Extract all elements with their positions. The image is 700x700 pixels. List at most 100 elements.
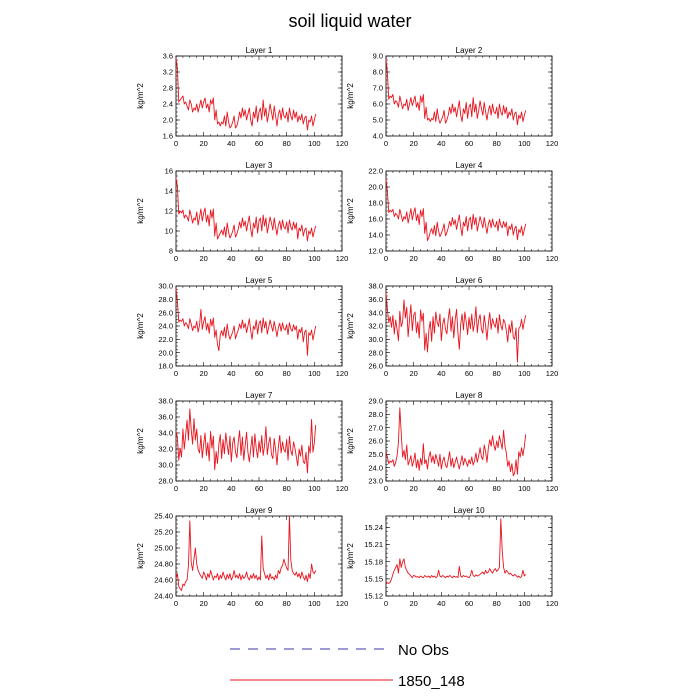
- x-tick-label: 0: [174, 599, 178, 608]
- legend: No Obs 1850_148: [230, 642, 465, 690]
- x-tick-label: 0: [174, 369, 178, 378]
- x-tick-label: 100: [518, 254, 531, 263]
- y-tick-label: 15.12: [364, 592, 383, 601]
- x-tick-label: 120: [546, 599, 559, 608]
- x-tick-label: 40: [437, 599, 445, 608]
- legend-label-1850-148: 1850_148: [398, 673, 465, 690]
- y-tick-label: 36.0: [158, 413, 173, 422]
- y-tick-label: 1.6: [163, 132, 173, 141]
- y-tick-label: 3.2: [163, 68, 173, 77]
- x-tick-label: 20: [409, 254, 417, 263]
- panel-layer-10: Layer 10 kg/m^2 0 20 40 60 80 100 120 15.12 15.15 1…: [346, 506, 558, 608]
- y-tick-label: 22.0: [368, 167, 383, 176]
- y-tick-label: 3.6: [163, 52, 173, 61]
- y-tick-label: 25.0: [368, 450, 383, 459]
- y-axis-label: kg/m^2: [136, 198, 145, 224]
- x-tick-label: 120: [336, 484, 349, 493]
- x-tick-label: 100: [308, 484, 321, 493]
- x-tick-label: 120: [336, 369, 349, 378]
- y-tick-label: 38.0: [158, 397, 173, 406]
- series-line-1850-148: [385, 407, 527, 477]
- y-tick-label: 18.0: [368, 199, 383, 208]
- plot-frame: [385, 55, 553, 137]
- y-tick-label: 15.15: [364, 574, 383, 583]
- x-tick-label: 0: [384, 254, 388, 263]
- y-tick-label: 29.0: [368, 397, 383, 406]
- x-tick-label: 100: [518, 484, 531, 493]
- plot-frame: [175, 55, 343, 137]
- y-tick-label: 5.0: [373, 116, 383, 125]
- x-tick-label: 120: [336, 254, 349, 263]
- panel-title: Layer 7: [246, 391, 273, 400]
- panel-layer-7: Layer 7 kg/m^2 0 20 40 60 80 100 120 28.0 30.0 32.0…: [136, 391, 348, 493]
- x-tick-label: 40: [227, 484, 235, 493]
- x-tick-label: 40: [437, 369, 445, 378]
- y-tick-label: 18.0: [158, 362, 173, 371]
- y-tick-label: 24.80: [154, 560, 173, 569]
- y-axis-label: kg/m^2: [346, 428, 355, 454]
- panel-layer-1: Layer 1 kg/m^2 0 20 40 60 80 100 120 1.6 2.0 2.4 2.8…: [136, 46, 348, 148]
- y-tick-label: 26.0: [368, 362, 383, 371]
- x-tick-label: 0: [174, 254, 178, 263]
- y-tick-label: 38.0: [368, 282, 383, 291]
- y-tick-label: 14.0: [368, 231, 383, 240]
- y-tick-label: 15.18: [364, 557, 383, 566]
- y-tick-label: 16: [165, 167, 173, 176]
- x-tick-label: 60: [255, 139, 263, 148]
- y-tick-label: 34.0: [368, 308, 383, 317]
- y-axis-label: kg/m^2: [346, 83, 355, 109]
- y-tick-label: 14: [165, 187, 173, 196]
- x-tick-label: 60: [255, 369, 263, 378]
- y-tick-label: 25.40: [154, 512, 173, 521]
- x-tick-label: 80: [282, 369, 290, 378]
- x-tick-label: 20: [199, 599, 207, 608]
- x-tick-label: 20: [409, 599, 417, 608]
- x-tick-label: 120: [546, 139, 559, 148]
- y-tick-label: 24.0: [368, 463, 383, 472]
- x-tick-label: 100: [518, 599, 531, 608]
- y-tick-label: 25.20: [154, 528, 173, 537]
- figure-title: soil liquid water: [288, 11, 411, 31]
- y-tick-label: 24.60: [154, 576, 173, 585]
- y-axis-label: kg/m^2: [346, 313, 355, 339]
- series-line-1850-148: [385, 178, 527, 242]
- y-tick-label: 25.00: [154, 544, 173, 553]
- series-line-1850-148: [385, 59, 527, 126]
- panel-title: Layer 6: [456, 276, 483, 285]
- x-tick-label: 60: [465, 139, 473, 148]
- y-tick-label: 23.0: [368, 477, 383, 486]
- y-tick-label: 22.0: [158, 335, 173, 344]
- y-tick-label: 7.0: [373, 84, 383, 93]
- x-tick-label: 80: [282, 484, 290, 493]
- y-tick-label: 30.0: [368, 335, 383, 344]
- x-tick-label: 40: [227, 139, 235, 148]
- y-axis-label: kg/m^2: [346, 543, 355, 569]
- y-tick-label: 28.0: [368, 410, 383, 419]
- x-tick-label: 20: [199, 139, 207, 148]
- x-tick-label: 80: [282, 599, 290, 608]
- series-line-1850-148: [175, 177, 317, 242]
- y-tick-label: 28.0: [368, 348, 383, 357]
- x-tick-label: 100: [308, 139, 321, 148]
- x-tick-label: 120: [546, 369, 559, 378]
- plot-frame: [385, 285, 553, 367]
- x-tick-label: 80: [282, 254, 290, 263]
- x-tick-label: 80: [492, 254, 500, 263]
- x-tick-label: 80: [492, 139, 500, 148]
- y-axis-label: kg/m^2: [136, 313, 145, 339]
- y-tick-label: 10: [165, 227, 173, 236]
- y-tick-label: 16.0: [368, 215, 383, 224]
- series-line-1850-148: [175, 408, 317, 474]
- plot-frame: [385, 515, 553, 597]
- x-tick-label: 120: [336, 139, 349, 148]
- y-tick-label: 12: [165, 207, 173, 216]
- x-tick-label: 20: [409, 484, 417, 493]
- x-tick-label: 80: [492, 599, 500, 608]
- x-tick-label: 20: [409, 139, 417, 148]
- y-tick-label: 28.0: [158, 477, 173, 486]
- y-axis-label: kg/m^2: [136, 83, 145, 109]
- x-tick-label: 100: [518, 139, 531, 148]
- x-tick-label: 120: [336, 599, 349, 608]
- y-tick-label: 15.21: [364, 540, 383, 549]
- plot-frame: [385, 400, 553, 482]
